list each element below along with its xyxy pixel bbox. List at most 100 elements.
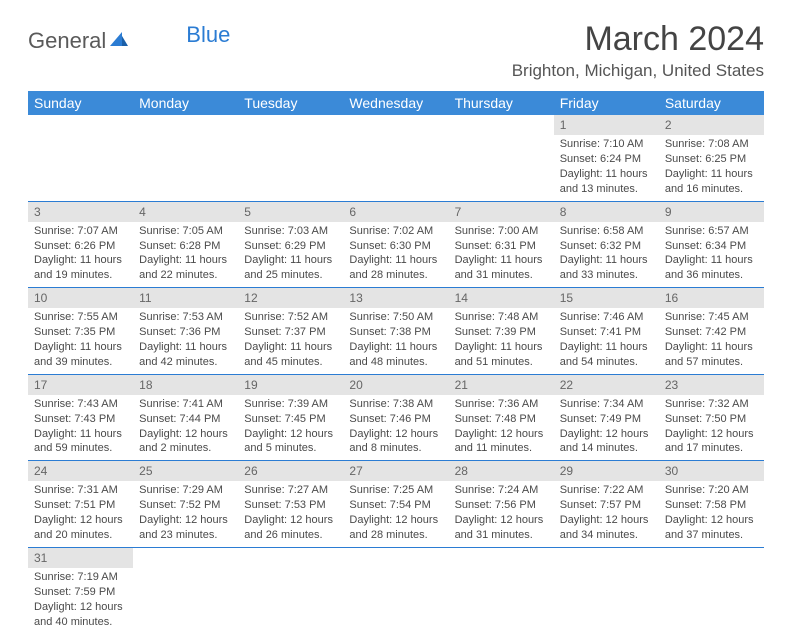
day-number-cell: 23 <box>659 374 764 395</box>
day-number-cell: 9 <box>659 201 764 222</box>
sunset-line: Sunset: 7:49 PM <box>560 412 653 427</box>
daylight-line: Daylight: 12 hours and 17 minutes. <box>665 427 758 457</box>
day-detail-cell <box>238 135 343 201</box>
sunrise-line: Sunrise: 7:25 AM <box>349 483 442 498</box>
logo: General Blue <box>28 28 230 54</box>
day-detail-cell: Sunrise: 7:48 AMSunset: 7:39 PMDaylight:… <box>449 308 554 374</box>
sunrise-line: Sunrise: 7:05 AM <box>139 224 232 239</box>
day-detail-row: Sunrise: 7:31 AMSunset: 7:51 PMDaylight:… <box>28 481 764 547</box>
sunrise-line: Sunrise: 7:38 AM <box>349 397 442 412</box>
day-number-cell <box>343 547 448 568</box>
day-detail-cell: Sunrise: 7:53 AMSunset: 7:36 PMDaylight:… <box>133 308 238 374</box>
sunrise-line: Sunrise: 7:19 AM <box>34 570 127 585</box>
day-number-cell: 10 <box>28 288 133 309</box>
day-detail-cell <box>133 135 238 201</box>
daylight-line: Daylight: 12 hours and 8 minutes. <box>349 427 442 457</box>
day-detail-cell: Sunrise: 7:29 AMSunset: 7:52 PMDaylight:… <box>133 481 238 547</box>
day-detail-cell: Sunrise: 7:46 AMSunset: 7:41 PMDaylight:… <box>554 308 659 374</box>
day-number-cell: 24 <box>28 461 133 482</box>
day-detail-row: Sunrise: 7:10 AMSunset: 6:24 PMDaylight:… <box>28 135 764 201</box>
day-detail-cell: Sunrise: 7:24 AMSunset: 7:56 PMDaylight:… <box>449 481 554 547</box>
weekday-header: Wednesday <box>343 91 448 115</box>
daylight-line: Daylight: 11 hours and 59 minutes. <box>34 427 127 457</box>
sunset-line: Sunset: 6:26 PM <box>34 239 127 254</box>
day-number-cell: 4 <box>133 201 238 222</box>
daylight-line: Daylight: 12 hours and 20 minutes. <box>34 513 127 543</box>
day-detail-cell <box>238 568 343 633</box>
sunrise-line: Sunrise: 7:20 AM <box>665 483 758 498</box>
sunrise-line: Sunrise: 7:32 AM <box>665 397 758 412</box>
day-number-cell: 30 <box>659 461 764 482</box>
day-number-cell: 28 <box>449 461 554 482</box>
day-detail-cell: Sunrise: 7:22 AMSunset: 7:57 PMDaylight:… <box>554 481 659 547</box>
daylight-line: Daylight: 11 hours and 39 minutes. <box>34 340 127 370</box>
day-detail-cell: Sunrise: 7:32 AMSunset: 7:50 PMDaylight:… <box>659 395 764 461</box>
sunrise-line: Sunrise: 7:48 AM <box>455 310 548 325</box>
daylight-line: Daylight: 12 hours and 23 minutes. <box>139 513 232 543</box>
day-number-row: 24252627282930 <box>28 461 764 482</box>
daylight-line: Daylight: 11 hours and 48 minutes. <box>349 340 442 370</box>
day-detail-row: Sunrise: 7:19 AMSunset: 7:59 PMDaylight:… <box>28 568 764 633</box>
daylight-line: Daylight: 12 hours and 28 minutes. <box>349 513 442 543</box>
day-detail-row: Sunrise: 7:43 AMSunset: 7:43 PMDaylight:… <box>28 395 764 461</box>
day-detail-cell <box>554 568 659 633</box>
day-detail-cell <box>449 135 554 201</box>
day-detail-cell: Sunrise: 7:39 AMSunset: 7:45 PMDaylight:… <box>238 395 343 461</box>
day-number-cell: 12 <box>238 288 343 309</box>
day-number-row: 12 <box>28 115 764 135</box>
daylight-line: Daylight: 11 hours and 25 minutes. <box>244 253 337 283</box>
sunset-line: Sunset: 7:51 PM <box>34 498 127 513</box>
sunset-line: Sunset: 7:38 PM <box>349 325 442 340</box>
day-number-row: 17181920212223 <box>28 374 764 395</box>
day-detail-cell: Sunrise: 7:41 AMSunset: 7:44 PMDaylight:… <box>133 395 238 461</box>
day-number-cell <box>238 547 343 568</box>
day-detail-cell: Sunrise: 7:07 AMSunset: 6:26 PMDaylight:… <box>28 222 133 288</box>
sunrise-line: Sunrise: 7:10 AM <box>560 137 653 152</box>
sunset-line: Sunset: 6:25 PM <box>665 152 758 167</box>
sunrise-line: Sunrise: 7:53 AM <box>139 310 232 325</box>
daylight-line: Daylight: 11 hours and 13 minutes. <box>560 167 653 197</box>
day-detail-cell <box>133 568 238 633</box>
sunrise-line: Sunrise: 7:52 AM <box>244 310 337 325</box>
weekday-header-row: SundayMondayTuesdayWednesdayThursdayFrid… <box>28 91 764 115</box>
weekday-header: Sunday <box>28 91 133 115</box>
sunrise-line: Sunrise: 7:34 AM <box>560 397 653 412</box>
day-detail-cell: Sunrise: 7:45 AMSunset: 7:42 PMDaylight:… <box>659 308 764 374</box>
day-number-cell: 8 <box>554 201 659 222</box>
daylight-line: Daylight: 11 hours and 36 minutes. <box>665 253 758 283</box>
day-number-cell <box>449 547 554 568</box>
sunrise-line: Sunrise: 7:02 AM <box>349 224 442 239</box>
day-detail-cell: Sunrise: 7:52 AMSunset: 7:37 PMDaylight:… <box>238 308 343 374</box>
sunrise-line: Sunrise: 7:41 AM <box>139 397 232 412</box>
sunset-line: Sunset: 7:39 PM <box>455 325 548 340</box>
day-number-row: 10111213141516 <box>28 288 764 309</box>
daylight-line: Daylight: 12 hours and 2 minutes. <box>139 427 232 457</box>
day-number-cell <box>133 547 238 568</box>
day-number-cell: 31 <box>28 547 133 568</box>
day-detail-cell: Sunrise: 7:19 AMSunset: 7:59 PMDaylight:… <box>28 568 133 633</box>
day-number-cell: 15 <box>554 288 659 309</box>
weekday-header: Tuesday <box>238 91 343 115</box>
day-detail-cell: Sunrise: 6:57 AMSunset: 6:34 PMDaylight:… <box>659 222 764 288</box>
sunset-line: Sunset: 7:43 PM <box>34 412 127 427</box>
day-detail-cell: Sunrise: 7:38 AMSunset: 7:46 PMDaylight:… <box>343 395 448 461</box>
sunset-line: Sunset: 7:35 PM <box>34 325 127 340</box>
logo-text-blue: Blue <box>186 22 230 48</box>
day-detail-cell: Sunrise: 7:31 AMSunset: 7:51 PMDaylight:… <box>28 481 133 547</box>
logo-text-general: General <box>28 28 106 54</box>
day-detail-cell <box>659 568 764 633</box>
daylight-line: Daylight: 11 hours and 54 minutes. <box>560 340 653 370</box>
sunset-line: Sunset: 7:58 PM <box>665 498 758 513</box>
daylight-line: Daylight: 11 hours and 19 minutes. <box>34 253 127 283</box>
sunrise-line: Sunrise: 7:24 AM <box>455 483 548 498</box>
sunrise-line: Sunrise: 6:57 AM <box>665 224 758 239</box>
daylight-line: Daylight: 12 hours and 34 minutes. <box>560 513 653 543</box>
day-detail-cell: Sunrise: 7:55 AMSunset: 7:35 PMDaylight:… <box>28 308 133 374</box>
sunrise-line: Sunrise: 7:22 AM <box>560 483 653 498</box>
daylight-line: Daylight: 12 hours and 11 minutes. <box>455 427 548 457</box>
day-detail-cell <box>343 568 448 633</box>
sunset-line: Sunset: 7:59 PM <box>34 585 127 600</box>
day-detail-cell: Sunrise: 7:02 AMSunset: 6:30 PMDaylight:… <box>343 222 448 288</box>
weekday-header: Thursday <box>449 91 554 115</box>
day-detail-row: Sunrise: 7:55 AMSunset: 7:35 PMDaylight:… <box>28 308 764 374</box>
